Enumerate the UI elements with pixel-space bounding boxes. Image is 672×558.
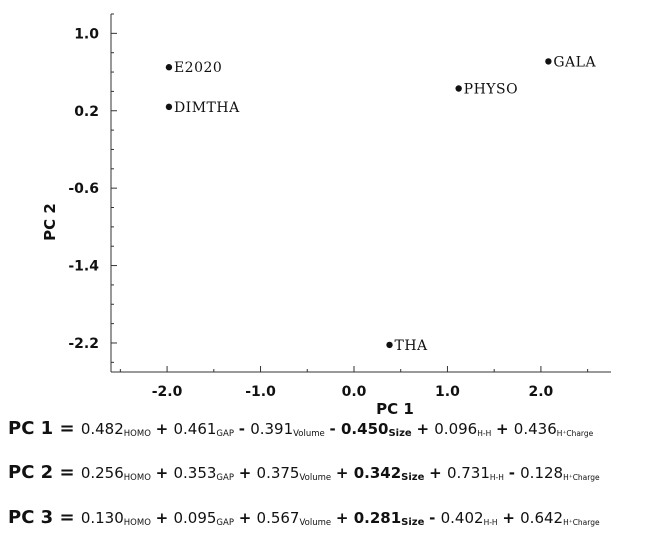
axes <box>110 13 611 373</box>
equation-line: PC 2 = 0.256HOMO + 0.353GAP + 0.375Volum… <box>8 462 600 483</box>
equation-coefficient: 0.450 <box>341 420 389 438</box>
equation-line: PC 1 = 0.482HOMO + 0.461GAP - 0.391Volum… <box>8 418 593 439</box>
y-tick-label: -2.2 <box>68 336 99 352</box>
data-point-marker <box>386 341 393 349</box>
equation-operator: = <box>59 418 81 439</box>
equation-coefficient: 0.096 <box>434 420 478 438</box>
equation-operator: - <box>508 464 521 482</box>
equation-coefficient: 0.095 <box>173 509 217 527</box>
equation-operator: + <box>335 464 354 482</box>
equation-coefficient: 0.731 <box>446 464 490 482</box>
data-point: E2020 <box>165 60 222 76</box>
x-axis-title: PC 1 <box>376 400 414 415</box>
data-point-label: PHYSO <box>464 82 518 98</box>
equation-operator: + <box>155 420 174 438</box>
equation-coefficient: 0.461 <box>173 420 217 438</box>
equation-operator: - <box>238 420 251 438</box>
y-axis-title: PC 2 <box>41 203 59 241</box>
equation-variable: H-H <box>483 518 498 527</box>
equation-variable: H-H <box>489 473 504 482</box>
equation-coefficient: 0.353 <box>173 464 217 482</box>
equation-coefficient: 0.375 <box>256 464 300 482</box>
equation-coefficient: 0.128 <box>520 464 564 482</box>
data-point-marker <box>165 103 173 111</box>
equation-operator: = <box>59 507 81 528</box>
equation-operator: + <box>155 464 174 482</box>
data-point: PHYSO <box>455 82 518 98</box>
equation-variable: H⁺Charge <box>556 429 594 438</box>
y-tick-label: 1.0 <box>74 26 99 42</box>
equation-variable: H-H <box>477 429 492 438</box>
equation-operator: + <box>429 464 447 482</box>
equation-operator: + <box>155 509 174 527</box>
equation-coefficient: 0.391 <box>250 420 294 438</box>
data-points: E2020 DIMTHA PHYSO GALA THA <box>165 54 596 354</box>
equation-variable: GAP <box>216 429 234 439</box>
equation-variable: Size <box>401 517 425 528</box>
equation-lhs: PC 1 <box>8 418 60 439</box>
data-point-label: DIMTHA <box>174 100 240 116</box>
equation-variable: H⁺Charge <box>563 473 600 482</box>
equation-coefficient: 0.567 <box>256 509 300 527</box>
equation-operator: + <box>502 509 521 527</box>
y-tick-label: -1.4 <box>68 259 99 275</box>
equation-variable: H⁺Charge <box>563 518 600 527</box>
equation-variable: Size <box>401 472 425 483</box>
pca-scatter-chart: 1.0 0.2 -0.6 -1.4 -2.2 -2.0 -1.0 0.0 1.0 2.0 E202… <box>41 13 611 415</box>
equation-operator: + <box>335 509 354 527</box>
equation-operator: + <box>238 464 257 482</box>
equation-variable: GAP <box>216 518 234 528</box>
equation-operator: + <box>238 509 257 527</box>
data-point-marker <box>455 85 462 92</box>
x-tick-label: -1.0 <box>245 384 276 400</box>
equation-operator: + <box>416 420 435 438</box>
equation-coefficient: 0.642 <box>520 509 564 527</box>
data-point-label: E2020 <box>174 60 222 76</box>
data-point-label: GALA <box>553 54 596 70</box>
data-point: GALA <box>545 54 596 70</box>
equation-line: PC 3 = 0.130HOMO + 0.095GAP + 0.567Volum… <box>8 507 600 528</box>
equation-coefficient: 0.482 <box>80 420 124 438</box>
data-point-label: THA <box>395 338 429 354</box>
x-tick-label: -2.0 <box>152 384 183 400</box>
equation-variable: HOMO <box>123 473 151 483</box>
x-tick-label: 2.0 <box>529 384 554 400</box>
equation-variable: Volume <box>299 518 332 528</box>
equation-coefficient: 0.342 <box>353 464 402 482</box>
equation-operator: + <box>496 420 514 438</box>
equation-variable: HOMO <box>123 429 151 439</box>
equation-coefficient: 0.436 <box>513 420 557 438</box>
equation-lhs: PC 2 <box>8 462 60 483</box>
equation-variable: Volume <box>299 473 332 483</box>
equation-operator: - <box>429 509 441 527</box>
x-tick-label: 0.0 <box>342 384 367 400</box>
data-point: THA <box>386 338 428 354</box>
equation-operator: - <box>329 420 341 438</box>
data-point-marker <box>165 64 173 71</box>
equation-coefficient: 0.402 <box>440 509 484 527</box>
y-tick-label: 0.2 <box>74 104 99 120</box>
equation-variable: HOMO <box>123 518 151 528</box>
y-tick-label: -0.6 <box>68 181 99 197</box>
equation-variable: Volume <box>293 429 325 439</box>
equation-coefficient: 0.281 <box>353 509 402 527</box>
equation-variable: GAP <box>216 473 234 483</box>
data-point: DIMTHA <box>165 100 240 116</box>
data-point-marker <box>545 58 552 65</box>
equation-coefficient: 0.130 <box>80 509 124 527</box>
equation-lhs: PC 3 <box>8 507 60 528</box>
tick-labels: 1.0 0.2 -0.6 -1.4 -2.2 -2.0 -1.0 0.0 1.0 2.0 <box>68 26 553 400</box>
equation-coefficient: 0.256 <box>80 464 124 482</box>
equation-variable: Size <box>388 428 412 439</box>
x-tick-label: 1.0 <box>435 384 460 400</box>
equation-operator: = <box>59 462 81 483</box>
